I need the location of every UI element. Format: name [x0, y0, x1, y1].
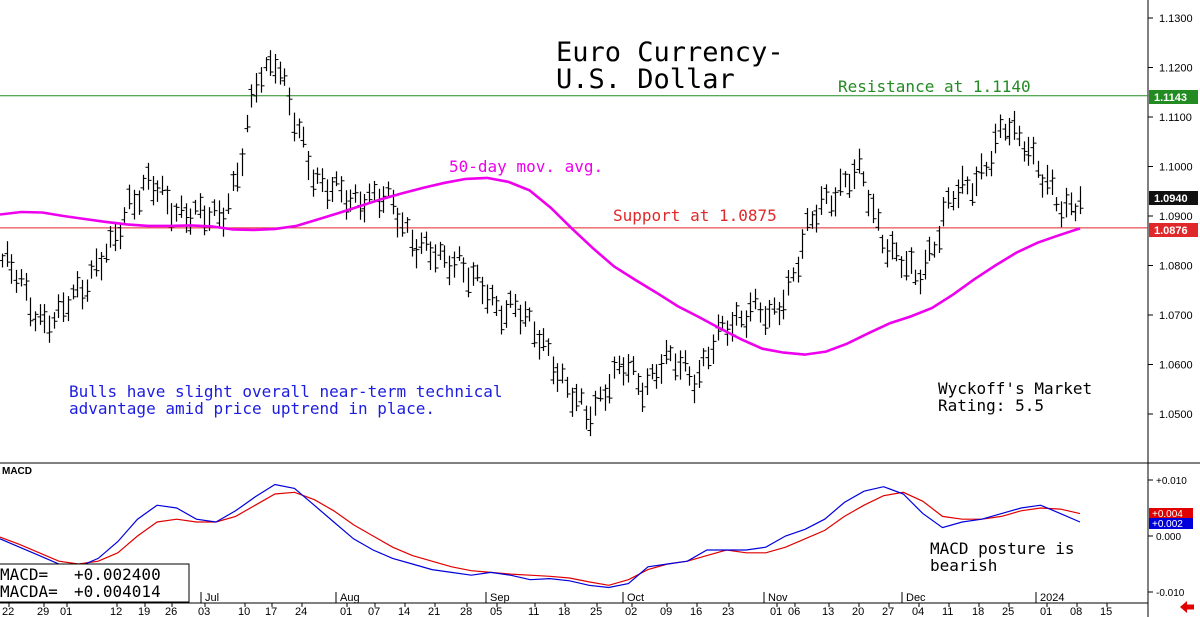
- price-panel: 1.1300 1.1200 1.1100 1.1000 1.0900 1.0800 1.07…: [0, 0, 1200, 464]
- macd-tick-label: 0.000: [1156, 532, 1181, 543]
- rating-line-1: Wyckoff's Market: [938, 379, 1092, 398]
- macda-readout-value: +0.004014: [74, 582, 161, 601]
- macda-value-tag: [1149, 518, 1193, 529]
- x-tick-label: 05: [490, 606, 502, 617]
- price-tick-label: 1.0900: [1159, 211, 1193, 223]
- x-tick-label: 28: [460, 606, 472, 617]
- macd-line: [0, 483, 1081, 589]
- price-tick-group: 1.1300 1.1200 1.1100 1.1000 1.0900 1.0800 1.07…: [1148, 13, 1193, 421]
- macd-value-tag: [1149, 508, 1193, 519]
- x-tick-label: 29: [37, 606, 49, 617]
- resistance-price-tag-text: 1.1143: [1154, 92, 1187, 104]
- x-tick-label: 01: [60, 606, 72, 617]
- comment-line-1: Bulls have slight overall near-term tech…: [69, 382, 502, 401]
- macd-panel: MACD +0.010 0.000 -0.010 MACD posture is b…: [0, 463, 1193, 617]
- macd-tick-label: +0.010: [1156, 476, 1187, 487]
- moving-average-line: [0, 176, 1081, 356]
- month-label: Oct: [627, 592, 644, 604]
- last-price-tag-text: 1.0940: [1154, 193, 1188, 205]
- month-label: Aug: [340, 592, 360, 604]
- x-tick-label: 03: [198, 606, 210, 617]
- left-arrow-icon[interactable]: [1180, 601, 1194, 613]
- x-tick-label: 10: [238, 606, 250, 617]
- x-axis-labels: 22 29 01 12 19 26 03 10 17 24 01 07 14 21 28 05 11 18 25 02…: [2, 603, 1112, 617]
- chart-title: Euro Currency-: [556, 37, 784, 68]
- ma-label: 50-day mov. avg.: [449, 157, 603, 176]
- x-tick-label: 13: [822, 606, 834, 617]
- macd-comment-line-1: MACD posture is: [930, 539, 1075, 558]
- macd-comment-line-2: bearish: [930, 556, 997, 575]
- price-tick-label: 1.1000: [1159, 162, 1193, 174]
- support-label: Support at 1.0875: [613, 206, 777, 225]
- x-axis: 22 29 01 12 19 26 03 10 17 24 01 07 14 21 28 05 11 18 25 02…: [0, 592, 1148, 617]
- last-price-tag: [1149, 191, 1198, 205]
- month-label: Jul: [205, 592, 219, 604]
- resistance-label: Resistance at 1.1140: [838, 77, 1031, 96]
- x-tick-label: 24: [295, 606, 307, 617]
- x-tick-label: 16: [690, 606, 702, 617]
- rating-line-2: Rating: 5.5: [938, 396, 1044, 415]
- x-tick-label: 26: [165, 606, 177, 617]
- x-tick-label: 17: [265, 606, 277, 617]
- x-tick-label: 21: [428, 606, 440, 617]
- resistance-price-tag: [1149, 90, 1198, 104]
- price-bars: [0, 50, 1084, 437]
- x-tick-label: 14: [398, 606, 410, 617]
- support-price-tag: [1149, 223, 1198, 237]
- x-tick-label: 12: [110, 606, 122, 617]
- x-tick-label: 08: [1070, 606, 1082, 617]
- price-tick-label: 1.1200: [1159, 63, 1193, 75]
- x-tick-label: 11: [942, 606, 953, 617]
- x-tick-label: 18: [558, 606, 570, 617]
- x-tick-label: 09: [660, 606, 672, 617]
- macda-value-tag-text: +0.002: [1152, 519, 1183, 530]
- price-tick-label: 1.1300: [1159, 13, 1193, 25]
- price-tick-label: 1.0800: [1159, 261, 1193, 273]
- x-tick-label: 06: [788, 606, 800, 617]
- x-tick-label: 18: [972, 606, 984, 617]
- x-tick-label: 25: [1002, 606, 1014, 617]
- price-tick-label: 1.0700: [1159, 310, 1193, 322]
- x-tick-label: 01: [1040, 606, 1052, 617]
- macd-value-tag-text: +0.004: [1152, 509, 1183, 520]
- month-label: Nov: [768, 592, 788, 604]
- month-label: 2024: [1040, 592, 1064, 604]
- price-tick-label: 1.0500: [1159, 409, 1193, 421]
- macd-panel-title: MACD: [2, 466, 32, 477]
- x-tick-label: 25: [590, 606, 602, 617]
- x-tick-label: 15: [1100, 606, 1112, 617]
- month-label: Dec: [906, 592, 926, 604]
- macd-tick-label: -0.010: [1156, 588, 1185, 599]
- support-price-tag-text: 1.0876: [1154, 225, 1188, 237]
- price-tick-label: 1.0600: [1159, 360, 1193, 372]
- comment-line-2: advantage amid price uptrend in place.: [69, 399, 435, 418]
- macd-readout-label: MACD=: [0, 565, 48, 584]
- x-tick-label: 22: [2, 606, 14, 617]
- x-tick-label: 01: [340, 606, 352, 617]
- macd-tick-group: +0.010 0.000 -0.010: [1148, 476, 1187, 599]
- month-label: Sep: [490, 592, 510, 604]
- x-tick-label: 23: [722, 606, 734, 617]
- month-labels: Jul Aug Sep Oct Nov Dec 2024: [200, 592, 1064, 604]
- x-tick-label: 27: [882, 606, 894, 617]
- macd-readout-value: +0.002400: [74, 565, 161, 584]
- x-tick-label: 02: [625, 606, 637, 617]
- x-tick-label: 07: [368, 606, 380, 617]
- macd-readout-box: [0, 563, 190, 603]
- price-tick-label: 1.1100: [1159, 112, 1192, 124]
- x-tick-label: 11: [528, 606, 539, 617]
- x-tick-label: 04: [912, 606, 924, 617]
- x-tick-label: 20: [852, 606, 864, 617]
- x-tick-label: 19: [138, 606, 150, 617]
- chart-subtitle: U.S. Dollar: [556, 64, 735, 95]
- x-tick-label: 01: [770, 606, 782, 617]
- macda-readout-label: MACDA=: [0, 582, 58, 601]
